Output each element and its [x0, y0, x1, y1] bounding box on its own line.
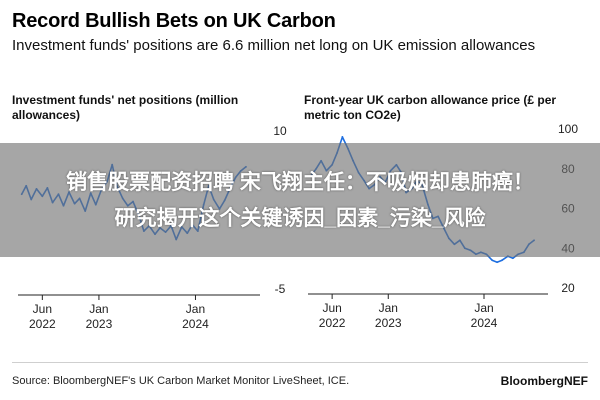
- x-tick-label: 2023: [375, 316, 402, 330]
- x-tick-label: Jun: [33, 302, 52, 316]
- data-point: [496, 261, 499, 264]
- brand-logo: BloombergNEF: [500, 374, 588, 388]
- x-tick-label: 2022: [319, 316, 346, 330]
- data-point: [501, 259, 503, 262]
- x-tick-label: 2024: [182, 317, 209, 331]
- x-tick-label: Jan: [474, 301, 493, 315]
- y-tick-label: 10: [273, 124, 287, 138]
- y-tick-label: 20: [561, 281, 575, 295]
- x-tick-label: Jan: [89, 302, 108, 316]
- y-tick-label: 100: [558, 122, 578, 136]
- y-tick-label: -5: [275, 282, 286, 296]
- x-tick-label: 2023: [86, 317, 113, 331]
- source-note: Source: BloombergNEF's UK Carbon Market …: [12, 375, 350, 387]
- chart-subtitle: Investment funds' positions are 6.6 mill…: [12, 37, 536, 54]
- data-point: [491, 259, 494, 262]
- x-tick-label: 2024: [471, 316, 498, 330]
- data-point: [341, 136, 344, 138]
- chart-title: Record Bullish Bets on UK Carbon: [12, 10, 336, 32]
- footer-divider: [12, 362, 588, 363]
- overlay-text-line-2: 研究揭开这个关键诱因_因素_污染_风险: [114, 207, 486, 230]
- x-tick-label: Jun: [322, 301, 341, 315]
- right-panel-title: Front-year UK carbon allowance price (£ …: [304, 93, 557, 122]
- x-tick-label: Jan: [186, 302, 205, 316]
- x-tick-label: 2022: [29, 317, 56, 331]
- watermark-overlay: [0, 143, 600, 257]
- left-panel-title: Investment funds' net positions (million…: [12, 93, 239, 122]
- data-point: [511, 257, 514, 260]
- overlay-text-line-1: 销售股票配资招聘 宋飞翔主任：不吸烟却患肺癌！: [66, 171, 534, 194]
- x-tick-label: Jan: [379, 301, 398, 315]
